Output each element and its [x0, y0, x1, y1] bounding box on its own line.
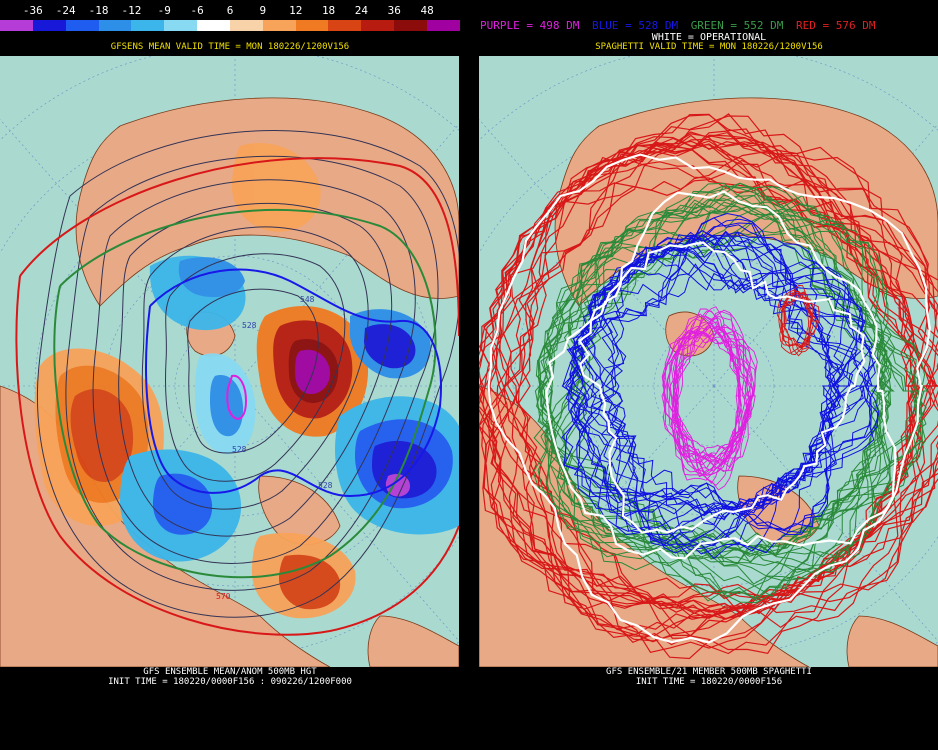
legend-blue: BLUE = 528 DM [591, 19, 679, 32]
right-footer-line1: GFS ENSEMBLE/21 MEMBER 500MB SPAGHETTI [606, 667, 812, 677]
scale-tick-label: 48 [420, 4, 434, 17]
scale-swatch [131, 20, 165, 31]
blue-member-contour [568, 244, 841, 560]
spaghetti-map-svg [479, 56, 938, 667]
green-member-contour [545, 205, 927, 564]
contour-label-528a: 528 [242, 321, 257, 330]
scale-tick-label: 9 [259, 4, 267, 17]
scale-swatch [361, 20, 395, 31]
green-member-contour [544, 194, 895, 597]
scale-swatch [65, 20, 99, 31]
red-member-contour [487, 154, 918, 655]
red-member-contour [479, 113, 917, 614]
scale-tick-label: 36 [387, 4, 401, 17]
left-footer-line1: GFS ENSEMBLE MEAN/ANOM 500MB HGT [143, 667, 317, 677]
red-member-contour [779, 290, 818, 347]
blue-member-contour [561, 217, 837, 534]
contour-label-548: 548 [300, 295, 315, 304]
blue-member-contour [566, 249, 856, 551]
scale-swatch [229, 20, 263, 31]
anomaly-color-scale: -36 -24 -18 -12 -9 -6 6 9 12 18 24 36 48 [0, 0, 460, 34]
red-member-contour [488, 143, 938, 643]
legend-green: GREEN = 552 DM [690, 19, 784, 32]
legend-red: RED = 576 DM [796, 19, 876, 32]
purple-member-contour [672, 324, 742, 476]
purple-member-contour [664, 313, 758, 481]
scale-swatch [98, 20, 132, 31]
blue-member-contour [582, 230, 878, 536]
red-member-contour [479, 113, 926, 608]
scale-color-bar [0, 20, 460, 31]
scale-tick-label: -36 [22, 4, 43, 17]
scale-swatch [328, 20, 362, 31]
contour-label-528c: 528 [318, 481, 333, 490]
legend-purple: PURPLE = 498 DM [480, 19, 580, 32]
right-footer-line2: INIT TIME = 180220/0000F156 [635, 677, 783, 687]
left-footer: GFS ENSEMBLE MEAN/ANOM 500MB HGT INIT TI… [0, 667, 460, 687]
scale-swatch [164, 20, 198, 31]
purple-member-contour [672, 310, 742, 486]
green-member-contour [563, 198, 926, 571]
operational-552-contour [545, 190, 897, 560]
scale-tick-label: 18 [321, 4, 336, 17]
scale-tick-label: 12 [289, 4, 303, 17]
contour-label-528b: 528 [232, 445, 247, 454]
key-contours [15, 157, 459, 636]
scale-tick-label: -9 [157, 4, 171, 17]
left-footer-line2: INIT TIME = 180220/0000F156 : 090226/120… [108, 677, 352, 687]
green-member-contour [537, 201, 927, 565]
scale-swatch [0, 20, 33, 31]
scale-tick-labels: -36 -24 -18 -12 -9 -6 6 9 12 18 24 36 48 [0, 4, 460, 18]
red-member-contour [782, 292, 815, 348]
anomaly-shading [34, 142, 459, 619]
scale-tick-label: 6 [226, 4, 234, 17]
blue-member-contour [569, 244, 859, 554]
contour-label-570: 570 [216, 592, 231, 601]
spaghetti-map [479, 56, 938, 667]
scale-swatch [262, 20, 296, 31]
purple-member-contour [668, 308, 749, 466]
right-panel-title: SPAGHETTI VALID TIME = MON 180226/1200V1… [595, 42, 823, 52]
scale-swatch [426, 20, 460, 31]
green-member-contour [536, 182, 887, 575]
scale-tick-label: 24 [354, 4, 369, 17]
contour-labels: 548 528 528 570 528 [216, 295, 333, 601]
operational-576-contour [487, 153, 931, 644]
red-member-contour [483, 148, 938, 646]
blue-member-contour [583, 230, 876, 532]
scale-swatch [32, 20, 66, 31]
scale-tick-label: -6 [190, 4, 204, 17]
scale-tick-label: -18 [88, 4, 109, 17]
height-contours [37, 129, 459, 618]
scale-swatch [394, 20, 427, 31]
blue-member-contour [570, 231, 843, 554]
red-member-contour [783, 291, 809, 357]
scale-swatch [295, 20, 329, 31]
red-member-contour [780, 284, 812, 353]
operational-528-contour [577, 241, 866, 534]
spaghetti-legend: PURPLE = 498 DM BLUE = 528 DM GREEN = 55… [480, 19, 938, 33]
right-footer: GFS ENSEMBLE/21 MEMBER 500MB SPAGHETTI I… [480, 667, 938, 687]
mean-map-svg: 548 528 528 570 528 [0, 56, 459, 667]
blue-member-contour [565, 222, 841, 530]
red-member-contour [479, 157, 931, 653]
blue-member-contour [576, 231, 880, 518]
ensemble-mean-map: 548 528 528 570 528 [0, 56, 459, 667]
scale-tick-label: -12 [121, 4, 142, 17]
scale-tick-label: -24 [55, 4, 76, 17]
blue-member-contour [565, 212, 840, 531]
green-member-contour [534, 182, 891, 559]
legend-white: WHITE = OPERATIONAL [651, 32, 767, 43]
left-panel-title: GFSENS MEAN VALID TIME = MON 180226/1200… [110, 42, 350, 52]
scale-swatch [197, 20, 230, 31]
purple-member-contour [673, 325, 741, 467]
purple-member-contour [673, 325, 749, 457]
spaghetti-contours [479, 113, 938, 660]
